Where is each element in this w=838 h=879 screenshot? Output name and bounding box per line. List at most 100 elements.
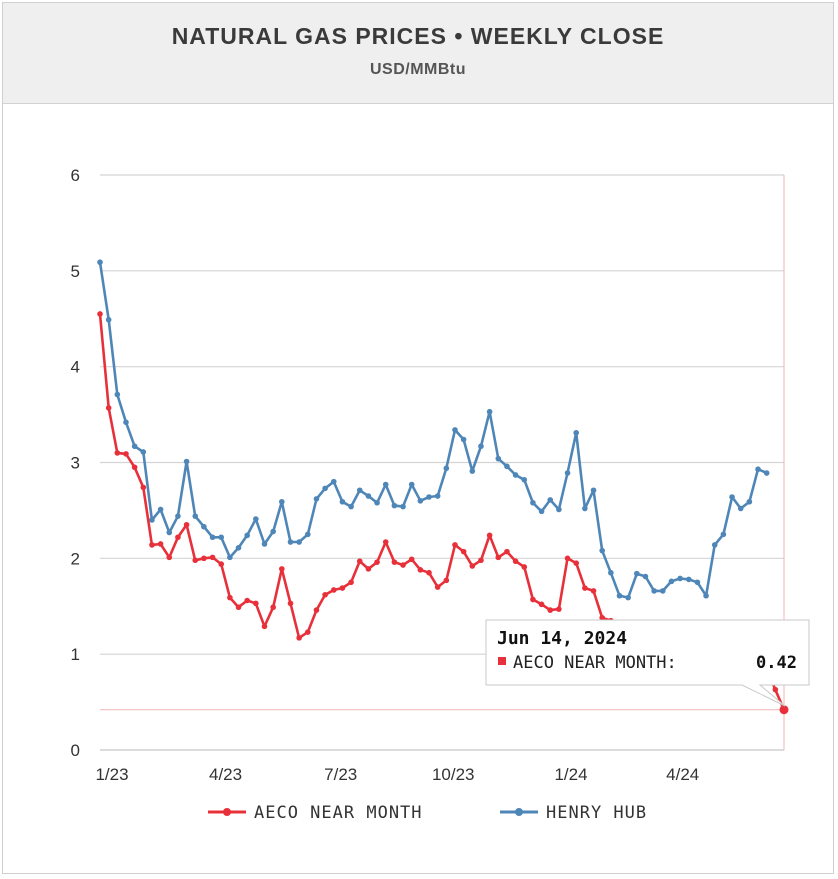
aeco-data-point[interactable]	[779, 705, 789, 715]
henry-data-point[interactable]	[348, 503, 354, 510]
henry-data-point[interactable]	[469, 468, 476, 474]
aeco-data-point[interactable]	[434, 584, 441, 590]
aeco-data-point[interactable]	[97, 311, 103, 317]
aeco-data-point[interactable]	[183, 521, 190, 528]
henry-data-point[interactable]	[114, 391, 121, 398]
legend-item-henry[interactable]: HENRY HUB	[500, 803, 647, 823]
aeco-data-point[interactable]	[538, 601, 545, 608]
aeco-data-point[interactable]	[356, 558, 363, 565]
henry-data-point[interactable]	[408, 481, 415, 488]
aeco-data-point[interactable]	[253, 600, 259, 607]
aeco-data-point[interactable]	[382, 539, 389, 545]
henry-data-point[interactable]	[374, 499, 380, 506]
aeco-data-point[interactable]	[365, 566, 372, 572]
henry-data-point[interactable]	[703, 592, 709, 599]
henry-data-point[interactable]	[625, 594, 631, 601]
henry-data-point[interactable]	[729, 494, 735, 500]
henry-data-point[interactable]	[382, 481, 389, 488]
henry-data-point[interactable]	[659, 588, 666, 594]
henry-data-point[interactable]	[599, 547, 605, 554]
henry-data-point[interactable]	[227, 554, 233, 561]
henry-data-point[interactable]	[192, 513, 199, 519]
henry-data-point[interactable]	[443, 465, 450, 472]
henry-data-point[interactable]	[279, 498, 285, 505]
aeco-data-point[interactable]	[374, 559, 380, 565]
henry-data-point[interactable]	[460, 436, 467, 443]
aeco-data-point[interactable]	[339, 585, 346, 591]
henry-data-point[interactable]	[287, 539, 294, 545]
henry-data-point[interactable]	[400, 503, 406, 510]
aeco-data-point[interactable]	[556, 606, 562, 612]
henry-data-point[interactable]	[261, 541, 268, 547]
henry-data-point[interactable]	[244, 532, 250, 539]
henry-data-point[interactable]	[356, 487, 363, 494]
henry-data-point[interactable]	[685, 576, 692, 583]
aeco-data-point[interactable]	[452, 542, 458, 548]
aeco-data-point[interactable]	[227, 594, 233, 601]
aeco-data-point[interactable]	[426, 569, 432, 576]
aeco-data-point[interactable]	[201, 555, 207, 562]
henry-data-point[interactable]	[556, 506, 562, 513]
henry-data-point[interactable]	[755, 466, 761, 473]
aeco-data-point[interactable]	[270, 604, 276, 611]
henry-data-point[interactable]	[209, 534, 216, 541]
henry-data-point[interactable]	[131, 443, 138, 450]
henry-data-point[interactable]	[270, 528, 276, 535]
henry-data-point[interactable]	[582, 505, 588, 512]
henry-data-point[interactable]	[608, 569, 614, 576]
henry-data-point[interactable]	[720, 531, 727, 538]
henry-data-point[interactable]	[123, 419, 129, 426]
henry-hub-series[interactable]	[97, 259, 770, 601]
aeco-data-point[interactable]	[391, 559, 398, 565]
aeco-data-point[interactable]	[209, 554, 216, 561]
aeco-data-point[interactable]	[417, 567, 424, 573]
henry-data-point[interactable]	[616, 592, 623, 599]
aeco-data-point[interactable]	[296, 635, 302, 641]
henry-data-point[interactable]	[322, 485, 328, 492]
henry-data-point[interactable]	[235, 544, 242, 551]
legend-item-aeco[interactable]: AECO NEAR MONTH	[208, 803, 423, 823]
aeco-data-point[interactable]	[495, 554, 502, 561]
aeco-data-point[interactable]	[478, 557, 484, 564]
henry-data-point[interactable]	[183, 458, 190, 465]
henry-data-point[interactable]	[486, 408, 493, 415]
henry-data-point[interactable]	[97, 259, 103, 266]
aeco-data-point[interactable]	[504, 548, 510, 555]
henry-data-point[interactable]	[434, 493, 441, 499]
henry-data-point[interactable]	[140, 449, 147, 455]
henry-data-point[interactable]	[452, 427, 458, 433]
henry-data-point[interactable]	[105, 316, 112, 323]
henry-data-point[interactable]	[304, 531, 311, 538]
aeco-data-point[interactable]	[261, 623, 268, 630]
henry-data-point[interactable]	[590, 487, 597, 494]
henry-data-point[interactable]	[426, 494, 432, 500]
aeco-data-point[interactable]	[114, 450, 121, 456]
henry-data-point[interactable]	[339, 498, 346, 505]
aeco-data-point[interactable]	[408, 556, 415, 563]
henry-data-point[interactable]	[668, 578, 675, 585]
henry-data-point[interactable]	[330, 478, 337, 485]
aeco-data-point[interactable]	[599, 614, 605, 621]
henry-data-point[interactable]	[512, 472, 519, 478]
aeco-data-point[interactable]	[105, 405, 112, 411]
henry-data-point[interactable]	[175, 513, 181, 519]
aeco-data-point[interactable]	[279, 566, 285, 572]
aeco-data-point[interactable]	[140, 484, 147, 491]
henry-data-point[interactable]	[651, 588, 657, 594]
aeco-data-point[interactable]	[582, 585, 588, 591]
henry-data-point[interactable]	[417, 498, 424, 504]
aeco-data-point[interactable]	[235, 604, 242, 611]
henry-data-point[interactable]	[218, 534, 225, 541]
aeco-data-point[interactable]	[244, 597, 250, 604]
aeco-data-point[interactable]	[304, 629, 311, 635]
aeco-data-point[interactable]	[590, 588, 597, 594]
henry-data-point[interactable]	[253, 516, 259, 522]
henry-data-point[interactable]	[642, 573, 649, 580]
aeco-data-point[interactable]	[348, 579, 354, 586]
henry-data-point[interactable]	[634, 570, 640, 577]
henry-data-point[interactable]	[677, 575, 683, 582]
henry-data-point[interactable]	[530, 499, 536, 506]
henry-data-point[interactable]	[478, 443, 484, 450]
aeco-data-point[interactable]	[772, 686, 779, 693]
